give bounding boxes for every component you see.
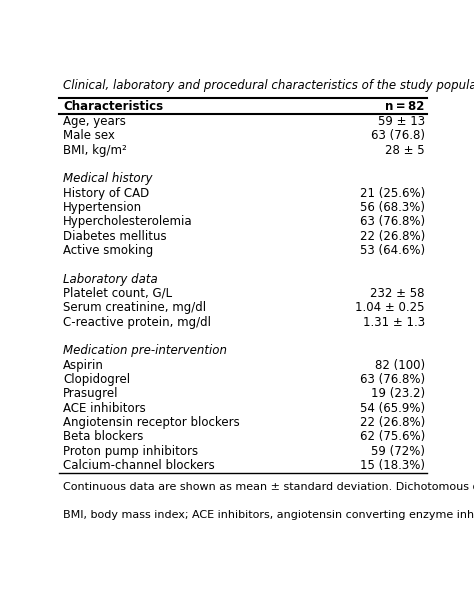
Text: Prasugrel: Prasugrel [63, 388, 118, 400]
Text: Beta blockers: Beta blockers [63, 430, 143, 444]
Text: 1.04 ± 0.25: 1.04 ± 0.25 [356, 301, 425, 314]
Text: Medical history: Medical history [63, 172, 153, 185]
Text: ACE inhibitors: ACE inhibitors [63, 401, 146, 415]
Text: Clinical, laboratory and procedural characteristics of the study population.: Clinical, laboratory and procedural char… [63, 79, 474, 92]
Text: Male sex: Male sex [63, 129, 115, 142]
Text: 21 (25.6%): 21 (25.6%) [359, 186, 425, 200]
Text: 82 (100): 82 (100) [374, 359, 425, 371]
Text: Hypercholesterolemia: Hypercholesterolemia [63, 215, 192, 228]
Text: Active smoking: Active smoking [63, 244, 153, 257]
Text: 53 (64.6%): 53 (64.6%) [360, 244, 425, 257]
Text: Serum creatinine, mg/dl: Serum creatinine, mg/dl [63, 301, 206, 314]
Text: Platelet count, G/L: Platelet count, G/L [63, 287, 172, 300]
Text: Continuous data are shown as mean ± standard deviation. Dichotomous data are sho: Continuous data are shown as mean ± stan… [63, 481, 474, 492]
Text: BMI, kg/m²: BMI, kg/m² [63, 144, 127, 157]
Text: Proton pump inhibitors: Proton pump inhibitors [63, 445, 198, 458]
Text: Angiotensin receptor blockers: Angiotensin receptor blockers [63, 416, 240, 429]
Text: Diabetes mellitus: Diabetes mellitus [63, 230, 166, 243]
Text: Clopidogrel: Clopidogrel [63, 373, 130, 386]
Text: 63 (76.8%): 63 (76.8%) [360, 373, 425, 386]
Text: Laboratory data: Laboratory data [63, 273, 158, 285]
Text: Medication pre-intervention: Medication pre-intervention [63, 344, 227, 358]
Text: 63 (76.8%): 63 (76.8%) [360, 215, 425, 228]
Text: Age, years: Age, years [63, 115, 126, 128]
Text: 59 (72%): 59 (72%) [371, 445, 425, 458]
Text: 1.31 ± 1.3: 1.31 ± 1.3 [363, 316, 425, 329]
Text: Calcium-channel blockers: Calcium-channel blockers [63, 459, 215, 472]
Text: 56 (68.3%): 56 (68.3%) [360, 201, 425, 214]
Text: C-reactive protein, mg/dl: C-reactive protein, mg/dl [63, 316, 211, 329]
Text: 28 ± 5: 28 ± 5 [385, 144, 425, 157]
Text: Characteristics: Characteristics [63, 100, 163, 113]
Text: 232 ± 58: 232 ± 58 [370, 287, 425, 300]
Text: 15 (18.3%): 15 (18.3%) [360, 459, 425, 472]
Text: Hypertension: Hypertension [63, 201, 142, 214]
Text: 54 (65.9%): 54 (65.9%) [360, 401, 425, 415]
Text: 63 (76.8): 63 (76.8) [371, 129, 425, 142]
Text: History of CAD: History of CAD [63, 186, 149, 200]
Text: 19 (23.2): 19 (23.2) [371, 388, 425, 400]
Text: 62 (75.6%): 62 (75.6%) [359, 430, 425, 444]
Text: 22 (26.8%): 22 (26.8%) [359, 230, 425, 243]
Text: BMI, body mass index; ACE inhibitors, angiotensin converting enzyme inhibitors.: BMI, body mass index; ACE inhibitors, an… [63, 510, 474, 520]
Text: 59 ± 13: 59 ± 13 [378, 115, 425, 128]
Text: 22 (26.8%): 22 (26.8%) [359, 416, 425, 429]
Text: Aspirin: Aspirin [63, 359, 104, 371]
Text: n = 82: n = 82 [385, 100, 425, 113]
